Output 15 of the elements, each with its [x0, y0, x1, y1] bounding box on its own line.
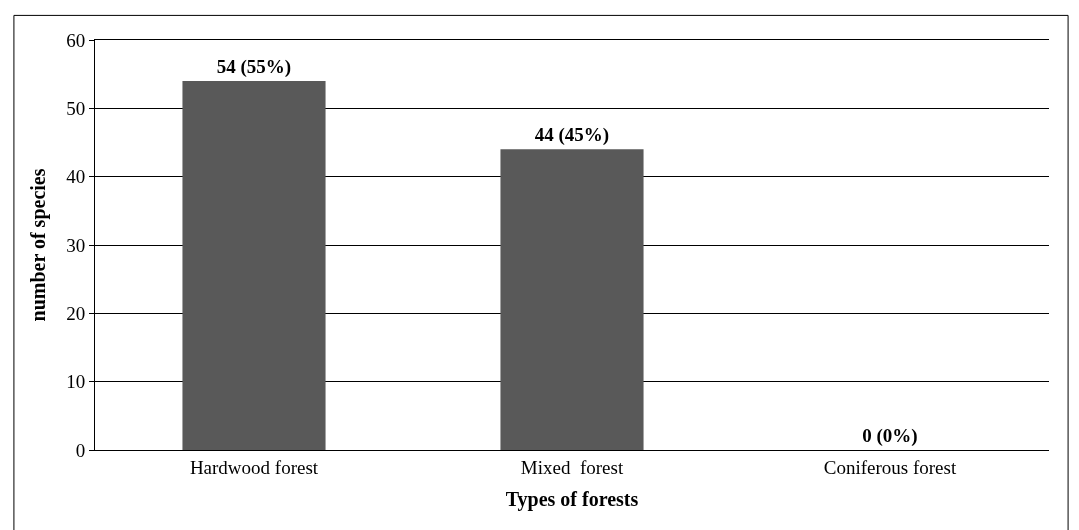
y-tick-label: 50	[66, 97, 86, 119]
y-tick-label: 30	[66, 234, 86, 256]
x-tick-label: Hardwood forest	[189, 456, 319, 478]
data-label: 0 (0%)	[862, 425, 918, 447]
y-tick-label: 0	[75, 439, 86, 461]
y-axis-title: number of species	[26, 168, 50, 322]
x-tick-label: Mixed forest	[520, 456, 624, 478]
data-label: 44 (45%)	[534, 124, 610, 147]
y-tick-label: 10	[66, 371, 86, 393]
x-tick-label: Coniferous forest	[823, 456, 957, 478]
x-axis-title: Types of forests	[505, 488, 639, 512]
y-tick-label: 60	[66, 29, 86, 51]
data-label: 54 (55%)	[216, 56, 292, 78]
y-tick-label: 20	[66, 302, 86, 324]
y-tick-label: 40	[66, 166, 86, 188]
